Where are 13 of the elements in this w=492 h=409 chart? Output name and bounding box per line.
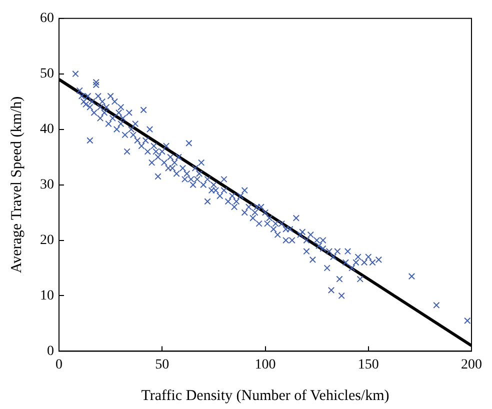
y-tick-label: 40 [40,122,54,138]
x-tick-label: 100 [254,357,276,372]
x-tick-label: 200 [461,357,482,372]
y-tick-label: 0 [47,344,54,359]
x-axis-title: Traffic Density (Number of Vehicles/km) [141,388,390,404]
y-tick-label: 30 [40,177,54,192]
x-tick-label: 150 [358,357,379,372]
y-tick-label: 60 [40,11,54,26]
x-tick-label: 50 [155,357,170,372]
y-axis-title: Average Travel Speed (km/h) [8,96,25,274]
y-tick-label: 50 [40,66,54,82]
y-tick-label: 20 [40,232,54,248]
y-tick-label: 10 [40,288,54,304]
